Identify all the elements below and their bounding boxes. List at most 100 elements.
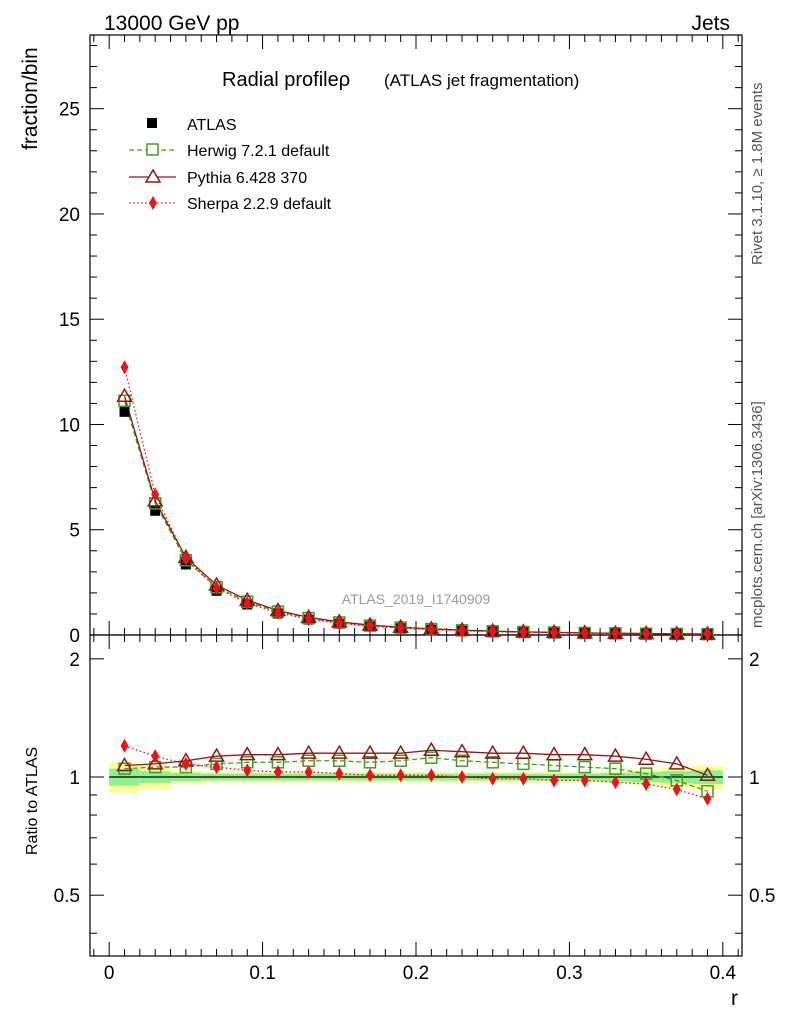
data-point-sherpa <box>488 624 497 639</box>
x-ticks: 0 0.1 0.2 0.3 0.4 <box>93 35 739 984</box>
data-point-sherpa <box>611 626 620 641</box>
ratio-point-sherpa <box>580 773 589 788</box>
data-point-atlas <box>150 505 161 516</box>
ratio-tick-label: 0.5 <box>54 886 80 907</box>
data-point-sherpa <box>672 626 681 641</box>
legend-sherpa-label: Sherpa 2.2.9 default <box>187 196 332 213</box>
ratio-point-sherpa <box>243 763 252 778</box>
data-point-sherpa <box>151 487 160 502</box>
ratio-point-sherpa <box>488 771 497 786</box>
title-sub: (ATLAS jet fragmentation) <box>384 71 579 90</box>
ratio-point-sherpa <box>550 773 559 788</box>
data-point-sherpa <box>703 627 712 642</box>
ratio-point-sherpa <box>120 738 129 753</box>
ratio-point-sherpa <box>519 771 528 786</box>
ratio-point-pythia <box>269 746 287 761</box>
ratio-tick-label-right: 0.5 <box>749 886 775 907</box>
ratio-point-pythia <box>607 747 624 762</box>
ratio-point-sherpa <box>611 775 620 790</box>
legend-herwig-label: Herwig 7.2.1 default <box>187 143 330 160</box>
ratio-point-sherpa <box>151 749 160 764</box>
ratio-point-sherpa <box>642 776 651 791</box>
ratio-point-pythia <box>238 746 256 761</box>
legend-atlas-marker <box>147 118 157 128</box>
ratio-line-pythia <box>124 749 708 776</box>
data-point-sherpa <box>550 625 559 640</box>
legend-pythia-label: Pythia 6.428 370 <box>187 170 307 187</box>
y-tick-label: 0 <box>69 626 80 647</box>
data-point-sherpa <box>304 612 313 627</box>
analysis-watermark: ATLAS_2019_I1740909 <box>342 591 491 607</box>
data-point-pythia <box>116 387 133 402</box>
ratio-point-sherpa <box>672 782 681 797</box>
mcplots-label: mcplots.cern.ch [arXiv:1306.3436] <box>749 401 766 628</box>
x-tick-label: 0.3 <box>556 963 582 984</box>
data-point-sherpa <box>519 625 528 640</box>
data-point-pythia <box>146 492 164 507</box>
data-point-sherpa <box>243 596 252 611</box>
ratio-point-herwig <box>363 756 377 769</box>
ratio-point-sherpa <box>458 770 467 785</box>
ratio-tick-label: 2 <box>69 650 80 671</box>
data-point-sherpa <box>273 605 282 620</box>
x-tick-label: 0.1 <box>249 963 275 984</box>
ratio-point-sherpa <box>212 760 221 775</box>
ratio-point-pythia <box>361 744 379 759</box>
y-tick-label: 15 <box>59 310 80 331</box>
ratio-point-sherpa <box>335 766 344 781</box>
ratio-point-herwig <box>578 760 592 774</box>
ratio-point-sherpa <box>304 764 313 779</box>
y-tick-label: 25 <box>59 100 80 121</box>
data-point-atlas <box>119 406 130 417</box>
data-point-sherpa <box>181 551 190 566</box>
ratio-point-sherpa <box>396 768 405 783</box>
header-jets: Jets <box>691 12 730 35</box>
ratio-series-sherpa <box>120 738 712 806</box>
ratio-point-pythia <box>300 744 317 759</box>
y-tick-label: 20 <box>59 205 80 226</box>
ratio-plot-series <box>116 738 716 806</box>
legend: ATLAS Herwig 7.2.1 default Pythia 6.428 … <box>129 117 332 213</box>
ratio-point-sherpa <box>703 791 712 806</box>
x-tick-label: 0.2 <box>403 963 429 984</box>
ratio-point-sherpa <box>273 764 282 779</box>
ratio-point-pythia <box>699 766 716 782</box>
ratio-point-herwig <box>486 756 499 769</box>
legend-sherpa-marker <box>149 196 157 210</box>
data-point-sherpa <box>642 626 651 641</box>
data-point-sherpa <box>427 622 436 637</box>
y-tick-label: 10 <box>59 415 80 436</box>
ratio-point-pythia <box>545 746 563 761</box>
rivet-label: Rivet 3.1.10, ≥ 1.8M events <box>749 83 766 266</box>
ratio-point-pythia <box>423 741 440 756</box>
y-tick-label: 5 <box>69 521 80 542</box>
legend-herwig-marker <box>146 143 159 156</box>
x-tick-label: 0.4 <box>710 963 737 984</box>
title-main: Radial profileρ <box>222 69 350 91</box>
y-ticks: 0 5 10 15 20 25 <box>59 45 742 647</box>
ratio-point-pythia <box>668 755 686 770</box>
data-point-sherpa <box>365 619 374 634</box>
plot-layer: 0 0.1 0.2 0.3 0.4 0 5 10 15 20 25 0.5 0.5 1 1 2 2 <box>54 34 775 984</box>
ratio-point-herwig <box>333 754 346 768</box>
y-axis-label: fraction/bin <box>19 47 42 150</box>
data-point-sherpa <box>396 621 405 636</box>
ratio-ticks: 0.5 0.5 1 1 2 2 <box>54 650 775 934</box>
ratio-plot-frame <box>89 634 743 957</box>
ratio-point-pythia <box>116 756 133 772</box>
ratio-point-pythia <box>515 744 532 759</box>
ratio-tick-label: 1 <box>69 768 80 789</box>
data-point-sherpa <box>458 623 467 638</box>
ratio-point-herwig <box>394 754 407 768</box>
ratio-point-pythia <box>392 744 409 759</box>
ratio-line-sherpa <box>124 745 708 800</box>
markers-sherpa <box>120 360 712 642</box>
header-energy: 13000 GeV pp <box>104 12 239 35</box>
ratio-tick-label-right: 1 <box>749 768 760 789</box>
ratio-y-axis-label: Ratio to ATLAS <box>24 747 41 855</box>
ratio-point-pythia <box>146 755 164 770</box>
ratio-point-pythia <box>330 744 348 759</box>
ratio-point-pythia <box>484 744 502 759</box>
ratio-point-herwig <box>455 754 469 768</box>
